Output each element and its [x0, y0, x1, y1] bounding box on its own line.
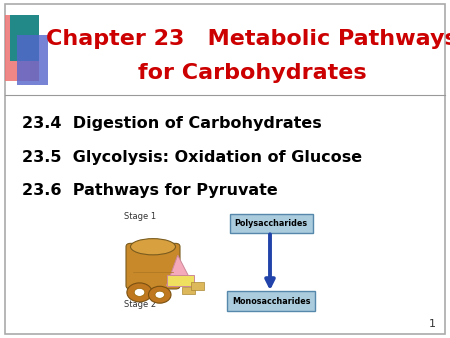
- FancyBboxPatch shape: [17, 35, 48, 84]
- Text: Chapter 23   Metabolic Pathways: Chapter 23 Metabolic Pathways: [46, 29, 450, 49]
- Circle shape: [127, 283, 152, 302]
- Polygon shape: [166, 275, 194, 286]
- FancyBboxPatch shape: [227, 291, 315, 311]
- FancyBboxPatch shape: [5, 15, 39, 81]
- Text: Stage 2: Stage 2: [124, 300, 156, 309]
- Text: Stage 1: Stage 1: [124, 213, 156, 221]
- Text: 1: 1: [428, 318, 436, 329]
- Polygon shape: [166, 255, 194, 286]
- FancyBboxPatch shape: [126, 243, 180, 289]
- FancyBboxPatch shape: [5, 4, 445, 334]
- Ellipse shape: [130, 239, 176, 255]
- Text: 23.6  Pathways for Pyruvate: 23.6 Pathways for Pyruvate: [22, 184, 278, 198]
- Text: Monosaccharides: Monosaccharides: [232, 297, 310, 306]
- Text: 23.4  Digestion of Carbohydrates: 23.4 Digestion of Carbohydrates: [22, 116, 322, 131]
- Text: for Carbohydrates: for Carbohydrates: [138, 63, 366, 83]
- FancyBboxPatch shape: [230, 214, 313, 233]
- Circle shape: [134, 288, 145, 296]
- FancyBboxPatch shape: [191, 282, 204, 290]
- Circle shape: [155, 291, 165, 298]
- FancyBboxPatch shape: [10, 15, 39, 61]
- FancyBboxPatch shape: [5, 15, 30, 81]
- Circle shape: [148, 286, 171, 303]
- Text: Polysaccharides: Polysaccharides: [234, 219, 308, 228]
- Text: 23.5  Glycolysis: Oxidation of Glucose: 23.5 Glycolysis: Oxidation of Glucose: [22, 150, 363, 165]
- FancyBboxPatch shape: [182, 287, 195, 294]
